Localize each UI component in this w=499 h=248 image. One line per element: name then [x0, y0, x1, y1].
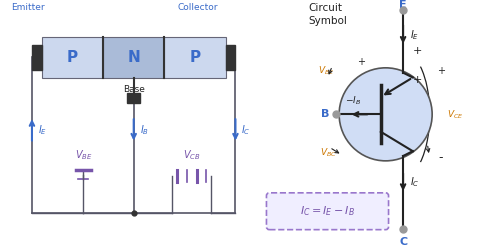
- Text: Collector: Collector: [177, 3, 218, 12]
- Text: C: C: [399, 237, 407, 248]
- Text: Circuit: Circuit: [308, 3, 342, 13]
- Text: Emitter: Emitter: [10, 3, 44, 12]
- Bar: [41, 37, 103, 78]
- Bar: [164, 37, 226, 78]
- Text: $V_{CB}$: $V_{CB}$: [183, 148, 201, 162]
- Text: $I_C = I_E - I_B$: $I_C = I_E - I_B$: [300, 204, 355, 218]
- Text: -: -: [439, 152, 443, 164]
- Text: $I_B$: $I_B$: [140, 123, 149, 137]
- Bar: [226, 45, 236, 70]
- Text: P: P: [190, 50, 201, 65]
- Text: Base: Base: [123, 85, 145, 94]
- Circle shape: [339, 68, 432, 161]
- Text: $I_C$: $I_C$: [241, 123, 251, 137]
- Text: +: +: [413, 46, 422, 56]
- Text: $V_{BE}$: $V_{BE}$: [74, 148, 92, 162]
- Text: $I_E$: $I_E$: [410, 28, 419, 42]
- Bar: [103, 37, 164, 78]
- Text: $- I_B$: $- I_B$: [345, 94, 361, 107]
- Text: N: N: [127, 50, 140, 65]
- Text: E: E: [399, 0, 407, 10]
- Text: $V_{BC}$: $V_{BC}$: [320, 147, 337, 159]
- FancyBboxPatch shape: [266, 193, 389, 230]
- Text: B: B: [321, 109, 329, 119]
- Text: P: P: [67, 50, 78, 65]
- Text: +: +: [357, 57, 365, 67]
- Text: +: +: [437, 66, 445, 76]
- Bar: [32, 45, 41, 70]
- Text: $V_{CE}$: $V_{CE}$: [447, 108, 463, 121]
- Text: $I_E$: $I_E$: [38, 123, 47, 137]
- Text: Symbol: Symbol: [308, 16, 347, 26]
- Bar: [127, 93, 141, 103]
- Text: $V_{BE}$: $V_{BE}$: [318, 64, 334, 77]
- Text: +: +: [413, 75, 422, 85]
- Text: $I_C$: $I_C$: [410, 175, 420, 189]
